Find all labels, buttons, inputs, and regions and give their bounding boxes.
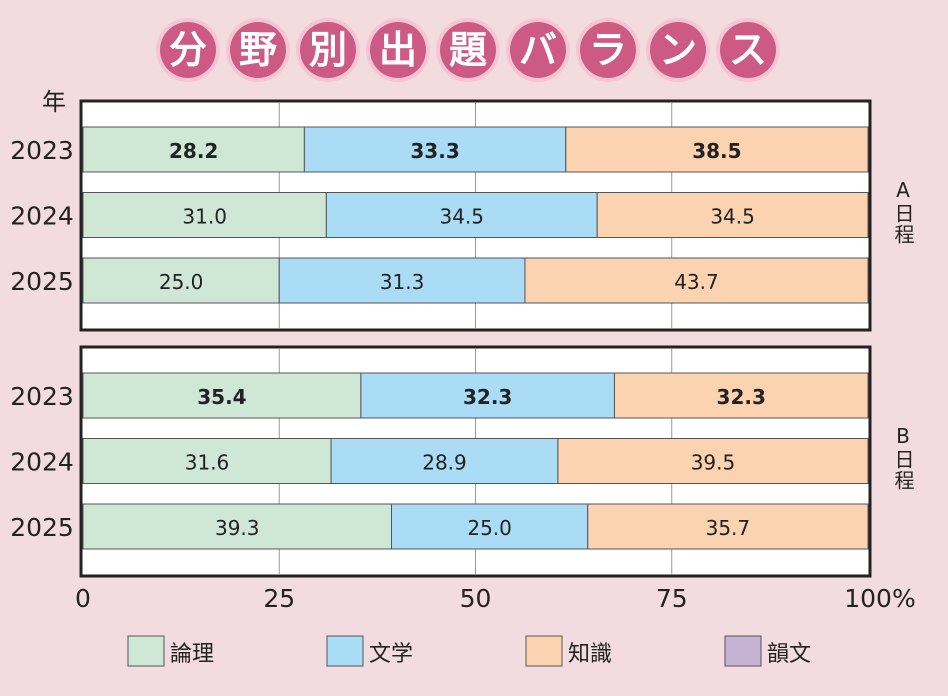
title-circle bbox=[580, 22, 636, 78]
legend-swatch bbox=[326, 635, 364, 667]
data-label: 39.5 bbox=[691, 451, 736, 475]
data-label: 28.2 bbox=[169, 139, 218, 163]
x-tick-label: 75 bbox=[656, 584, 688, 613]
x-tick-label: 50 bbox=[460, 584, 492, 613]
data-label: 35.7 bbox=[706, 516, 751, 540]
data-label: 28.9 bbox=[422, 451, 467, 475]
bar-segment bbox=[524, 257, 869, 304]
data-label: 32.3 bbox=[463, 385, 512, 409]
year-label: 2025 bbox=[10, 513, 74, 542]
data-label: 32.3 bbox=[717, 385, 766, 409]
data-label: 33.3 bbox=[410, 139, 459, 163]
data-label: 31.3 bbox=[380, 270, 425, 294]
legend-label: 文学 bbox=[369, 642, 413, 667]
bar-segment bbox=[613, 372, 869, 419]
data-label: 35.4 bbox=[197, 385, 246, 409]
bar-segment bbox=[82, 438, 332, 484]
bar-segment bbox=[278, 257, 526, 304]
bar-segment bbox=[587, 503, 869, 550]
bar-segment bbox=[596, 192, 869, 238]
bar-segment bbox=[391, 503, 589, 550]
x-tick-label: 25 bbox=[263, 584, 295, 613]
y-axis-label: 年 bbox=[42, 88, 66, 116]
title-circle bbox=[230, 22, 286, 78]
x-tick-label: 0 bbox=[75, 584, 91, 613]
title-circle bbox=[440, 22, 496, 78]
bar-segment bbox=[82, 372, 362, 419]
data-label: 38.5 bbox=[692, 139, 741, 163]
year-label: 2024 bbox=[10, 202, 74, 231]
year-label: 2025 bbox=[10, 267, 74, 296]
bar-segment bbox=[325, 192, 598, 238]
title-char: 出 bbox=[379, 28, 417, 72]
legend-label: 韻文 bbox=[767, 642, 811, 667]
bar-segment bbox=[565, 126, 869, 173]
data-label: 25.0 bbox=[467, 516, 512, 540]
bar-segment bbox=[82, 503, 393, 550]
legend-label: 論理 bbox=[170, 642, 214, 667]
data-label: 43.7 bbox=[674, 270, 719, 294]
data-label: 34.5 bbox=[710, 205, 755, 229]
title-char: 分 bbox=[169, 28, 207, 72]
legend-label: 知識 bbox=[568, 642, 612, 667]
title-char: ン bbox=[659, 28, 697, 72]
title-char: 別 bbox=[309, 28, 347, 72]
legend-swatch bbox=[127, 635, 165, 667]
title-circle bbox=[300, 22, 356, 78]
year-label: 2024 bbox=[10, 448, 74, 477]
year-label: 2023 bbox=[10, 136, 74, 165]
title-char: ス bbox=[729, 28, 767, 72]
x-tick-label: 100% bbox=[844, 584, 915, 613]
bar-segment bbox=[303, 126, 567, 173]
bar-segment bbox=[82, 192, 327, 238]
data-label: 25.0 bbox=[159, 270, 204, 294]
title-char: 野 bbox=[239, 28, 277, 72]
panel-label-a: A日程 bbox=[891, 178, 915, 245]
title-circle bbox=[160, 22, 216, 78]
data-label: 34.5 bbox=[439, 205, 484, 229]
title-char: バ bbox=[519, 28, 557, 72]
data-label: 39.3 bbox=[215, 516, 260, 540]
data-label: 31.6 bbox=[185, 451, 230, 475]
legend-swatch bbox=[724, 635, 762, 667]
title-circle bbox=[370, 22, 426, 78]
year-label: 2023 bbox=[10, 382, 74, 411]
data-label: 31.0 bbox=[182, 205, 227, 229]
bar-segment bbox=[360, 372, 615, 419]
legend-swatch bbox=[525, 635, 563, 667]
title-char: 題 bbox=[449, 28, 487, 72]
panel-label-b: B日程 bbox=[891, 424, 915, 491]
title-circle bbox=[650, 22, 706, 78]
title-char: ラ bbox=[589, 28, 627, 72]
bar-segment bbox=[557, 438, 869, 484]
title-circle bbox=[510, 22, 566, 78]
bar-segment bbox=[82, 257, 280, 304]
title-circle bbox=[720, 22, 776, 78]
